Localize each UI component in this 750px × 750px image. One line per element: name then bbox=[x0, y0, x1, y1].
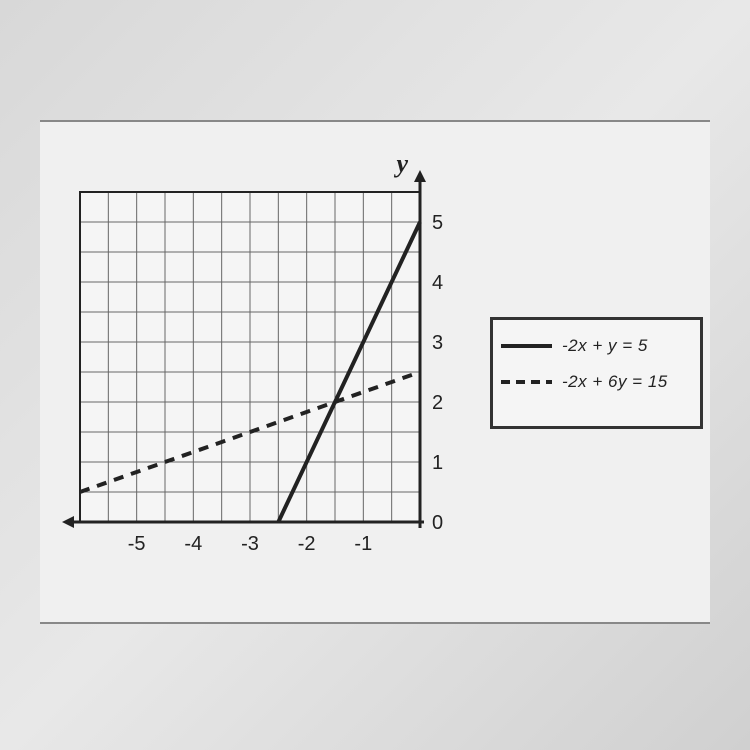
legend-box: -2x + y = 5 -2x + 6y = 15 bbox=[490, 317, 703, 429]
svg-text:-1: -1 bbox=[354, 533, 372, 555]
screen-content-area: 0 1 2 3 4 5 -5 -4 -3 -2 -1 y -2x + y = 5 -2x + 6y =… bbox=[40, 120, 710, 624]
svg-text:-4: -4 bbox=[184, 533, 202, 555]
legend-label-solid: -2x + y = 5 bbox=[562, 336, 648, 356]
svg-text:4: 4 bbox=[432, 272, 443, 294]
svg-text:2: 2 bbox=[432, 392, 443, 414]
legend-label-dashed: -2x + 6y = 15 bbox=[562, 372, 668, 392]
legend-swatch-solid bbox=[499, 336, 554, 356]
svg-text:3: 3 bbox=[432, 332, 443, 354]
svg-text:0: 0 bbox=[432, 512, 443, 534]
svg-text:-3: -3 bbox=[241, 533, 259, 555]
legend-row-solid: -2x + y = 5 bbox=[499, 328, 694, 364]
svg-text:-5: -5 bbox=[128, 533, 146, 555]
svg-text:1: 1 bbox=[432, 452, 443, 474]
legend-swatch-dashed bbox=[499, 372, 554, 392]
svg-text:-2: -2 bbox=[298, 533, 316, 555]
svg-text:y: y bbox=[393, 152, 408, 178]
chart-svg: 0 1 2 3 4 5 -5 -4 -3 -2 -1 y bbox=[60, 152, 460, 572]
svg-text:5: 5 bbox=[432, 212, 443, 234]
legend-row-dashed: -2x + 6y = 15 bbox=[499, 364, 694, 400]
chart-container: 0 1 2 3 4 5 -5 -4 -3 -2 -1 y bbox=[60, 152, 460, 572]
